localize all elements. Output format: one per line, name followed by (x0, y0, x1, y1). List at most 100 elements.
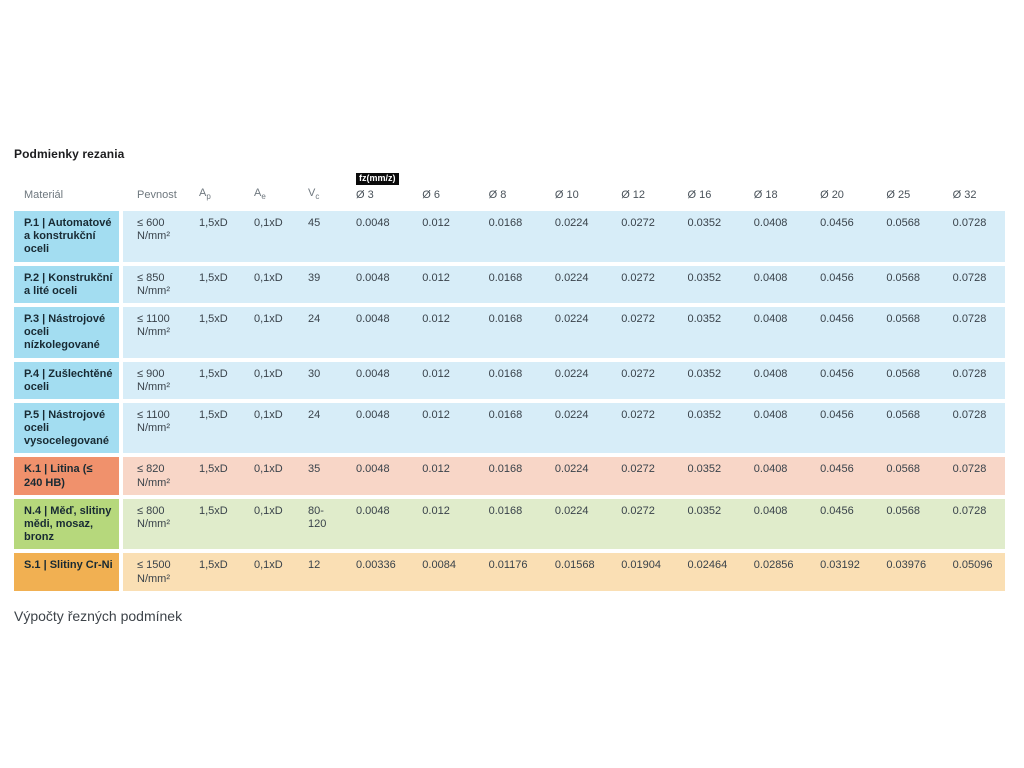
page-title: Podmienky rezania (14, 147, 125, 161)
ap-cell: 1,5xD (185, 361, 240, 399)
vc-cell: 24 (294, 306, 342, 358)
header-diameter-25: Ø 25 (886, 189, 911, 201)
fz-value-cell: 0.0728 (938, 361, 1005, 399)
fz-value-cell: 0.0272 (607, 402, 674, 454)
table-row: P.1 | Automatové a konstrukční oceli ≤ 6… (14, 211, 1005, 262)
fz-value-cell: 0.02464 (673, 553, 740, 591)
header-diameter-16: Ø 16 (687, 189, 712, 201)
header-diameter-10: Ø 10 (554, 189, 579, 201)
header-diameter-32: Ø 32 (952, 189, 977, 201)
fz-value-cell: 0.0224 (540, 265, 608, 303)
table-row: N.4 | Měď, slitiny mědi, mosaz, bronz ≤ … (14, 498, 1005, 550)
fz-value-cell: 0.0456 (806, 211, 873, 262)
fz-value-cell: 0.012 (408, 306, 475, 358)
ap-cell: 1,5xD (185, 265, 240, 303)
ap-cell: 1,5xD (185, 553, 240, 591)
fz-value-cell: 0.0272 (607, 361, 674, 399)
header-vc: Vc (294, 167, 342, 207)
fz-value-cell: 0.0048 (342, 306, 409, 358)
fz-value-cell: 0.0168 (474, 306, 541, 358)
ae-cell: 0,1xD (240, 265, 294, 303)
fz-value-cell: 0.0456 (806, 265, 873, 303)
vc-cell: 80-120 (294, 498, 342, 550)
fz-value-cell: 0.0408 (739, 306, 807, 358)
ap-cell: 1,5xD (185, 457, 240, 495)
fz-value-cell: 0.01568 (540, 553, 608, 591)
header-diameter-3: fz(mm/z) Ø 3 (342, 167, 408, 207)
fz-value-cell: 0.0456 (806, 361, 873, 399)
fz-value-cell: 0.03192 (806, 553, 873, 591)
fz-value-cell: 0.0168 (474, 498, 541, 550)
ae-cell: 0,1xD (240, 498, 294, 550)
pevnost-cell: ≤ 900 N/mm² (123, 361, 185, 399)
ae-cell: 0,1xD (240, 457, 294, 495)
fz-unit-badge: fz(mm/z) (356, 173, 399, 185)
ae-cell: 0,1xD (240, 553, 294, 591)
table-row: S.1 | Slitiny Cr-Ni ≤ 1500 N/mm² 1,5xD 0… (14, 553, 1005, 591)
fz-value-cell: 0.0728 (938, 265, 1005, 303)
fz-value-cell: 0.0728 (938, 498, 1005, 550)
header-material: Materiál (24, 189, 64, 201)
vc-cell: 30 (294, 361, 342, 399)
fz-value-cell: 0.0272 (607, 265, 674, 303)
ae-cell: 0,1xD (240, 402, 294, 454)
fz-value-cell: 0.0084 (408, 553, 475, 591)
fz-value-cell: 0.012 (408, 402, 475, 454)
fz-value-cell: 0.0728 (938, 457, 1005, 495)
ap-subscript: p (206, 192, 211, 201)
fz-value-cell: 0.0408 (739, 211, 807, 262)
fz-value-cell: 0.0352 (673, 265, 740, 303)
pevnost-cell: ≤ 600 N/mm² (123, 211, 185, 262)
vc-cell: 12 (294, 553, 342, 591)
pevnost-cell: ≤ 820 N/mm² (123, 457, 185, 495)
fz-value-cell: 0.0048 (342, 265, 409, 303)
fz-value-cell: 0.0568 (872, 211, 939, 262)
ap-symbol: A (199, 186, 207, 199)
ap-cell: 1,5xD (185, 402, 240, 454)
fz-value-cell: 0.0168 (474, 402, 541, 454)
fz-value-cell: 0.0048 (342, 361, 409, 399)
material-cell: P.2 | Konstrukční a lité oceli (14, 265, 123, 303)
fz-value-cell: 0.0272 (607, 498, 674, 550)
fz-value-cell: 0.0728 (938, 306, 1005, 358)
vc-symbol: V (308, 186, 316, 199)
header-pevnost: Pevnost (137, 189, 177, 201)
material-cell: P.4 | Zušlechtěné oceli (14, 361, 123, 399)
fz-value-cell: 0.0728 (938, 402, 1005, 454)
header-diameter-18: Ø 18 (753, 189, 778, 201)
fz-value-cell: 0.0568 (872, 402, 939, 454)
vc-cell: 35 (294, 457, 342, 495)
header-diameter-6: Ø 6 (422, 189, 441, 201)
fz-value-cell: 0.0352 (673, 361, 740, 399)
fz-value-cell: 0.0408 (739, 457, 807, 495)
fz-value-cell: 0.0224 (540, 361, 608, 399)
fz-value-cell: 0.02856 (739, 553, 807, 591)
fz-value-cell: 0.0456 (806, 402, 873, 454)
fz-value-cell: 0.0728 (938, 211, 1005, 262)
fz-value-cell: 0.0272 (607, 306, 674, 358)
vc-subscript: c (315, 192, 320, 201)
header-ap: Ap (185, 167, 240, 207)
vc-cell: 45 (294, 211, 342, 262)
pevnost-cell: ≤ 850 N/mm² (123, 265, 185, 303)
fz-value-cell: 0.0456 (806, 306, 873, 358)
calculations-section-label: Výpočty řezných podmínek (14, 607, 183, 624)
fz-value-cell: 0.0408 (739, 498, 807, 550)
fz-value-cell: 0.0568 (872, 361, 939, 399)
vc-cell: 24 (294, 402, 342, 454)
ae-cell: 0,1xD (240, 211, 294, 262)
fz-value-cell: 0.0408 (739, 402, 807, 454)
vc-cell: 39 (294, 265, 342, 303)
fz-value-cell: 0.0352 (673, 498, 740, 550)
fz-value-cell: 0.0224 (540, 211, 608, 262)
table-row: P.3 | Nástrojové oceli nízkolegované ≤ 1… (14, 306, 1005, 358)
fz-value-cell: 0.00336 (342, 553, 409, 591)
ae-cell: 0,1xD (240, 361, 294, 399)
fz-value-cell: 0.0568 (872, 457, 939, 495)
fz-value-cell: 0.01904 (607, 553, 674, 591)
material-cell: P.5 | Nástrojové oceli vysocelegované (14, 402, 123, 454)
ae-cell: 0,1xD (240, 306, 294, 358)
fz-value-cell: 0.0048 (342, 402, 409, 454)
fz-value-cell: 0.012 (408, 361, 475, 399)
table-row: K.1 | Litina (≤ 240 HB) ≤ 820 N/mm² 1,5x… (14, 457, 1005, 495)
